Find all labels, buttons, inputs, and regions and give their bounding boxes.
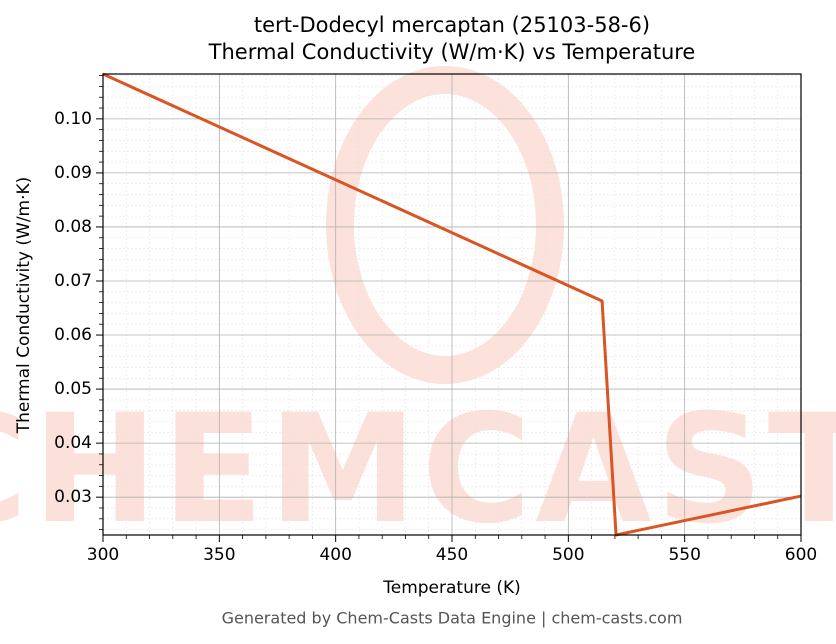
footer: Generated by Chem-Casts Data Engine | ch… [222, 609, 683, 628]
x-tick-label: 350 [203, 545, 235, 565]
y-tick-label: 0.10 [54, 109, 92, 129]
x-tick-label: 300 [87, 545, 119, 565]
x-tick-label: 400 [319, 545, 351, 565]
x-tick-label: 600 [785, 545, 817, 565]
x-tick-label: 500 [552, 545, 584, 565]
watermark [326, 66, 564, 384]
watermark-text: CHEMCASTS [0, 383, 836, 557]
y-tick-label: 0.09 [54, 163, 92, 183]
y-tick-label: 0.05 [54, 379, 92, 399]
y-tick-label: 0.04 [54, 433, 92, 453]
y-tick-label: 0.07 [54, 271, 92, 291]
y-tick-label: 0.03 [54, 487, 92, 507]
chart-title: tert-Dodecyl mercaptan (25103-58-6) [254, 13, 650, 37]
x-axis-label: Temperature (K) [382, 578, 521, 598]
data-line [102, 72, 802, 537]
y-tick-label: 0.06 [54, 325, 92, 345]
y-tick-label: 0.08 [54, 217, 92, 237]
x-tick-label: 450 [436, 545, 468, 565]
chart-subtitle: Thermal Conductivity (W/m·K) vs Temperat… [208, 40, 696, 64]
x-tick-label: 550 [668, 545, 700, 565]
watermark-logo [326, 66, 564, 384]
plot-frame [102, 73, 802, 536]
y-axis-label: Thermal Conductivity (W/m·K) [14, 177, 34, 435]
